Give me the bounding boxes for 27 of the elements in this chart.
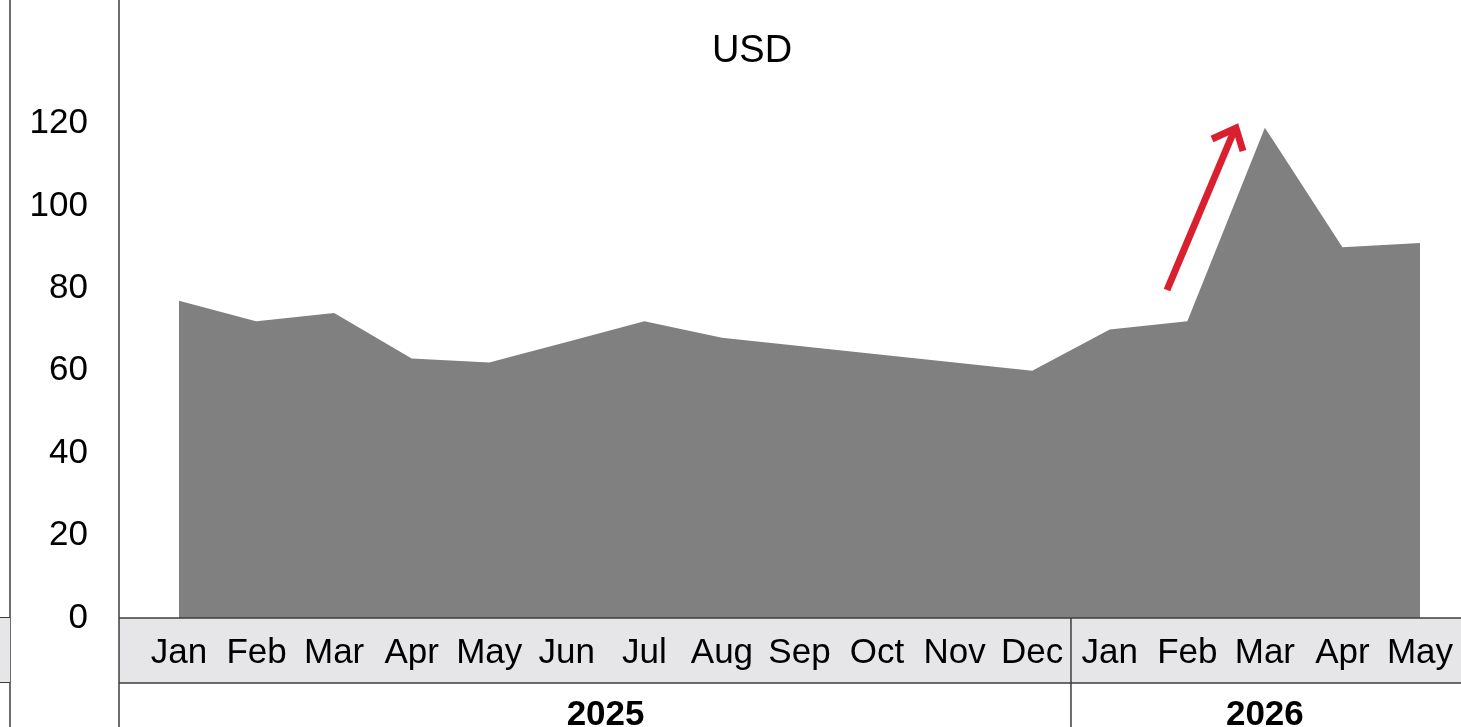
y-tick-label: 80 [49,266,88,306]
x-tick-label: Jul [622,630,667,670]
y-tick-label: 40 [49,430,88,470]
x-tick-label: Jan [1081,630,1138,670]
x-tick-label: Feb [226,630,287,670]
x-tick-label: Mar [1234,630,1296,670]
x-tick-label: Sep [768,630,831,670]
x-tick-label: May [1386,630,1454,670]
y-tick-label: 20 [49,513,88,553]
text: USD [711,28,793,71]
y-tick-label: 100 [29,183,88,223]
x-tick-label: Apr [1315,630,1371,670]
x-tick-label: May [456,630,523,670]
text: 2025 [566,692,645,727]
x-tick-label: Feb [1157,630,1218,670]
x-tick-label: Oct [849,630,905,670]
x-tick-label: Dec [1001,630,1064,670]
x-tick-label: Jan [150,630,208,670]
text: 2026 [1225,692,1304,727]
x-tick-label: Aug [690,630,754,670]
x-tick-label: Mar [303,630,365,670]
y-tick-label: 60 [49,348,88,388]
y-tick-label: 120 [29,101,88,141]
x-tick-label: Jun [538,630,596,670]
x-tick-label: Nov [923,630,987,670]
y-tick-label: 0 [68,595,88,635]
x-tick-label: Apr [384,630,440,670]
